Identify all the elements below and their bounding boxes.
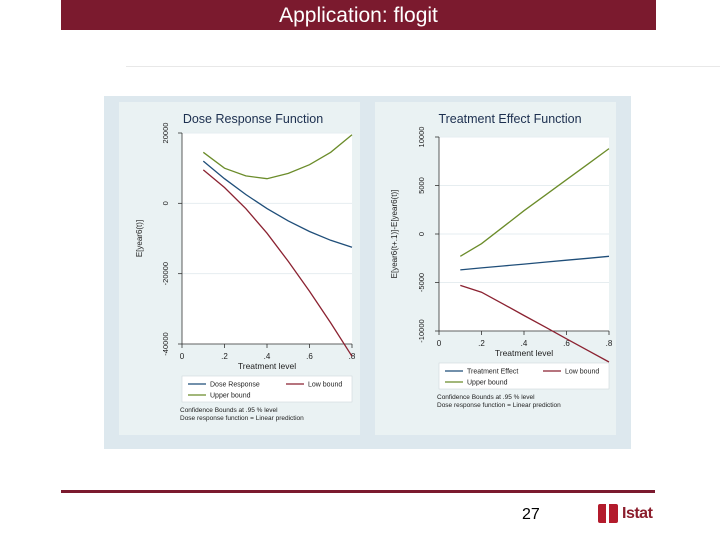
logo-word: Istat — [622, 505, 653, 522]
chart-1-xtick-label: .8 — [606, 339, 613, 348]
chart-0-xlabel: Treatment level — [238, 361, 296, 371]
chart-1-xlabel: Treatment level — [495, 348, 553, 358]
chart-1-legend-label: Treatment Effect — [467, 369, 518, 376]
chart-0-title: Dose Response Function — [183, 112, 323, 126]
chart-1-xtick-label: .2 — [478, 339, 485, 348]
chart-0-legend-label: Dose Response — [210, 382, 260, 389]
chart-1-ytick-label: 0 — [417, 232, 426, 236]
chart-1-ytick-label: -10000 — [417, 319, 426, 342]
chart-1-title: Treatment Effect Function — [438, 112, 581, 126]
chart-0-legend-label: Upper bound — [210, 393, 251, 400]
chart-0-note: Confidence Bounds at .95 % level — [180, 407, 278, 414]
chart-0-xtick-label: .4 — [264, 352, 271, 361]
chart-0-legend-label: Low bound — [308, 382, 342, 389]
chart-1-series-low-bound — [460, 284, 610, 363]
chart-1-ytick-label: 5000 — [417, 177, 426, 194]
chart-0-note: Dose response function = Linear predicti… — [180, 415, 304, 422]
chart-0-series-upper-bound — [202, 134, 353, 180]
chart-0-series-dose-response — [202, 160, 353, 248]
chart-0-ytick-label: -20000 — [161, 262, 170, 285]
chart-0-xtick-label: 0 — [180, 352, 185, 361]
charts-svg: Dose Response Function -40000 -20000 0 20000… — [119, 102, 616, 435]
chart-0-ytick-label: 20000 — [161, 123, 170, 144]
chart-0-ytick-label: 0 — [161, 201, 170, 205]
chart-0-plot-area — [182, 133, 352, 344]
chart-1-legend-label: Low bound — [565, 369, 599, 376]
chart-0-xtick-label: .8 — [349, 352, 356, 361]
istat-logo: Istat — [598, 503, 658, 525]
chart-0-ytick-label: -40000 — [161, 332, 170, 355]
chart-0-series-low-bound — [202, 169, 353, 357]
page-number: 27 — [522, 506, 540, 523]
chart-1-series-upper-bound — [459, 148, 610, 257]
chart-1-legend-label: Upper bound — [467, 380, 508, 387]
chart-0-xtick-label: .6 — [306, 352, 313, 361]
chart-0-legend-box — [181, 375, 353, 403]
chart-1-note: Dose response function = Linear predicti… — [437, 402, 561, 409]
chart-1-xtick-label: .4 — [521, 339, 528, 348]
logo-mark-icon — [598, 504, 618, 523]
chart-0-ylabel: E[year6(t)] — [135, 220, 144, 257]
chart-0-xtick-label: .2 — [221, 352, 228, 361]
chart-1-note: Confidence Bounds at .95 % level — [437, 394, 535, 401]
title-bar: Application: flogit — [61, 0, 656, 30]
chart-1-legend-box — [438, 362, 610, 390]
chart-1-ytick-label: -5000 — [417, 273, 426, 292]
chart-1-ylabel: E[year6(t+.1)]-E[year6(t)] — [390, 190, 399, 279]
chart-1-xtick-label: 0 — [437, 339, 442, 348]
slide-title: Application: flogit — [279, 4, 438, 27]
figure-panel: Dose Response Function -40000 -20000 0 20000… — [104, 96, 631, 449]
footer-rule — [61, 490, 655, 493]
divider — [126, 66, 720, 67]
chart-1-series-treatment-effect — [460, 255, 610, 271]
chart-1-ytick-label: 10000 — [417, 127, 426, 148]
chart-1-xtick-label: .6 — [563, 339, 570, 348]
